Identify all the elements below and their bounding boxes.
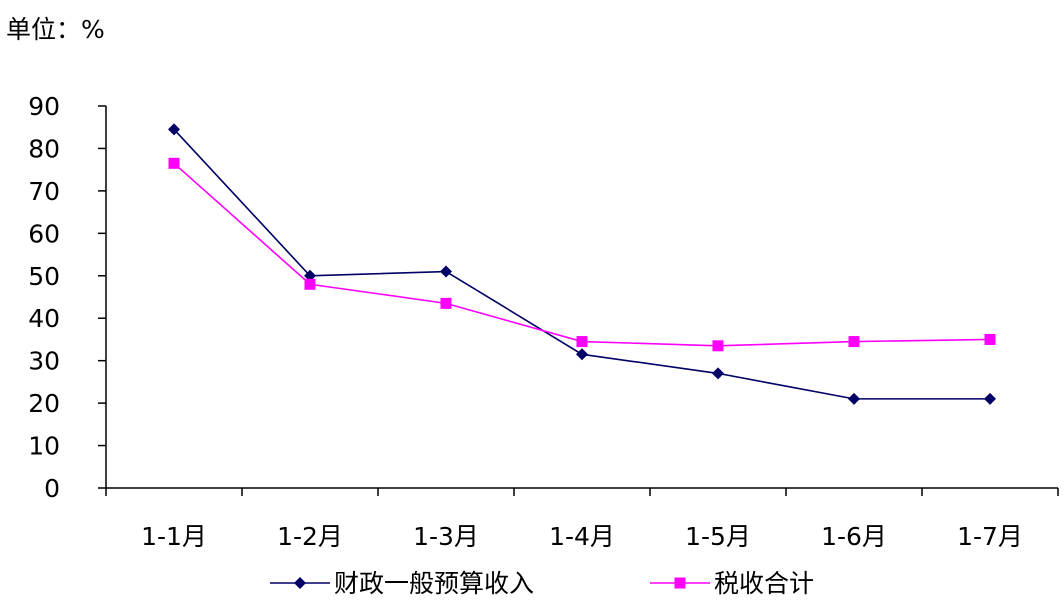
unit-label: 单位：% xyxy=(6,15,105,44)
data-point xyxy=(168,123,180,136)
data-point xyxy=(576,348,588,361)
x-tick-label: 1-5月 xyxy=(685,522,751,551)
x-tick-label: 1-2月 xyxy=(277,522,343,551)
x-tick-label: 1-1月 xyxy=(141,522,207,551)
y-tick-label: 10 xyxy=(28,432,60,461)
x-tick-label: 1-4月 xyxy=(549,522,615,551)
y-tick-label: 50 xyxy=(28,262,60,291)
series-2 xyxy=(168,157,996,352)
data-point xyxy=(848,336,860,348)
data-point xyxy=(848,392,860,405)
x-tick-label: 1-6月 xyxy=(821,522,887,551)
y-tick-label: 60 xyxy=(28,219,60,248)
data-point xyxy=(712,367,724,380)
x-tick-label: 1-7月 xyxy=(957,522,1023,551)
data-point xyxy=(304,278,316,290)
chart-series xyxy=(168,123,996,405)
data-point xyxy=(984,392,996,405)
data-point xyxy=(712,340,724,352)
data-point xyxy=(440,297,452,309)
data-point xyxy=(440,265,452,278)
series-1 xyxy=(168,123,996,405)
data-point xyxy=(168,157,180,169)
y-tick-label: 70 xyxy=(28,177,60,206)
y-tick-label: 20 xyxy=(28,389,60,418)
chart-axes: 0 10 20 30 40 50 60 70 80 90 1-1月 1-2月 1-3月 1-4月 1-5月 1… xyxy=(28,92,1059,551)
series-line xyxy=(173,162,991,347)
data-point xyxy=(984,333,996,345)
y-tick-label: 30 xyxy=(28,347,60,376)
chart-legend: 财政一般预算收入 税收合计 xyxy=(270,569,814,598)
y-tick-label: 40 xyxy=(28,304,60,333)
x-tick-label: 1-3月 xyxy=(413,522,479,551)
legend-label: 税收合计 xyxy=(714,569,814,598)
y-tick-label: 0 xyxy=(44,474,60,503)
legend-marker xyxy=(674,577,686,589)
legend-marker xyxy=(294,577,306,589)
y-tick-label: 80 xyxy=(28,134,60,163)
legend-item-1: 财政一般预算收入 xyxy=(270,569,534,598)
data-point xyxy=(576,336,588,348)
y-tick-label: 90 xyxy=(28,92,60,121)
legend-label: 财政一般预算收入 xyxy=(334,569,534,598)
legend-item-2: 税收合计 xyxy=(650,569,814,598)
